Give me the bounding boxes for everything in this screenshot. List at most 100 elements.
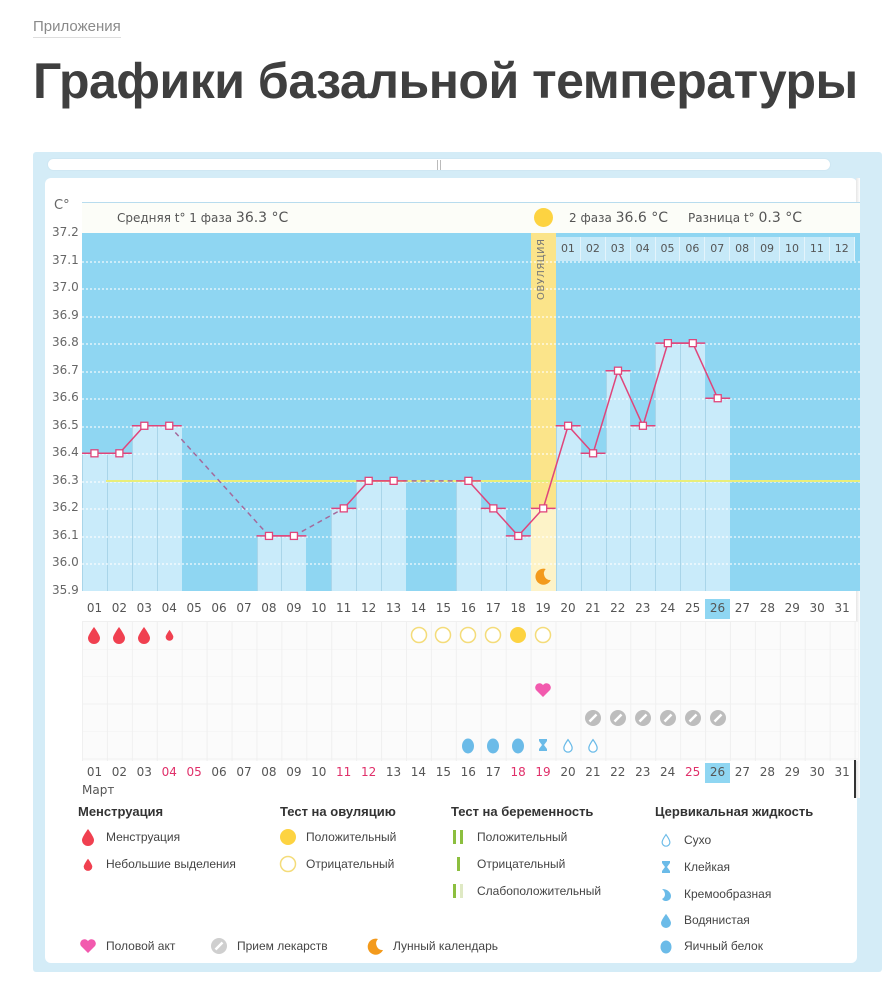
x-tick-day-18[interactable]: 18 [510,601,526,615]
x-tick-day-01[interactable]: 01 [86,765,103,779]
temperature-bar[interactable] [480,508,506,591]
scrollbar-grip-icon[interactable] [437,160,441,170]
x-tick-day-07[interactable]: 07 [236,601,252,615]
temperature-bar[interactable] [680,343,706,591]
x-tick-day-19[interactable]: 19 [535,601,551,615]
x-tick-day-24[interactable]: 24 [660,765,676,779]
x-tick-day-31[interactable]: 31 [834,765,850,779]
x-tick-day-21[interactable]: 21 [585,765,601,779]
x-tick-day-11[interactable]: 11 [336,601,352,615]
x-tick-day-23[interactable]: 23 [635,601,651,615]
x-tick-day-26[interactable]: 26 [705,763,730,783]
blood-drop-icon[interactable] [107,625,132,645]
x-tick-day-10[interactable]: 10 [311,765,327,779]
x-tick-day-04[interactable]: 04 [161,765,177,779]
blood-drop-icon[interactable] [82,625,107,645]
outline-drop-icon[interactable] [581,735,606,755]
x-tick-day-23[interactable]: 23 [635,765,651,779]
heart-icon[interactable] [531,680,556,700]
x-tick-day-25[interactable]: 25 [684,601,701,615]
temperature-bar[interactable] [705,398,731,591]
x-tick-day-27[interactable]: 27 [734,601,751,615]
outline-drop-icon[interactable] [556,735,581,755]
x-tick-day-03[interactable]: 03 [136,765,152,779]
x-tick-day-12[interactable]: 12 [360,765,377,779]
x-tick-day-24[interactable]: 24 [660,601,676,615]
x-tick-day-20[interactable]: 20 [560,765,576,779]
x-tick-day-08[interactable]: 08 [261,765,277,779]
x-tick-day-02[interactable]: 02 [111,765,128,779]
x-tick-day-06[interactable]: 06 [211,765,227,779]
x-tick-day-06[interactable]: 06 [211,601,227,615]
x-tick-day-12[interactable]: 12 [360,601,377,615]
x-tick-day-02[interactable]: 02 [111,601,128,615]
temperature-plot[interactable] [82,233,860,591]
x-tick-day-03[interactable]: 03 [136,601,152,615]
pill-icon[interactable] [680,708,705,728]
x-tick-day-11[interactable]: 11 [336,765,352,779]
x-tick-day-15[interactable]: 15 [435,765,451,779]
x-tick-day-09[interactable]: 09 [286,765,302,779]
empty-circle-icon[interactable] [531,625,556,645]
x-tick-day-13[interactable]: 13 [385,765,402,779]
x-tick-day-25[interactable]: 25 [684,765,701,779]
temperature-bar[interactable] [580,453,606,591]
temperature-bar[interactable] [655,343,681,591]
egg-icon[interactable] [481,735,506,755]
x-tick-day-15[interactable]: 15 [435,601,451,615]
moon-icon [365,937,385,955]
x-tick-day-30[interactable]: 30 [809,765,825,779]
pill-icon[interactable] [630,708,655,728]
egg-icon[interactable] [506,735,531,755]
x-tick-day-31[interactable]: 31 [834,601,850,615]
hourglass-icon[interactable] [531,735,556,755]
x-tick-day-05[interactable]: 05 [186,601,202,615]
x-tick-day-19[interactable]: 19 [535,765,551,779]
x-tick-day-26[interactable]: 26 [705,599,730,619]
x-tick-day-09[interactable]: 09 [286,601,302,615]
blood-drop-icon[interactable] [157,625,182,645]
x-tick-day-29[interactable]: 29 [784,765,800,779]
x-tick-day-21[interactable]: 21 [585,601,601,615]
x-tick-day-29[interactable]: 29 [784,601,800,615]
x-tick-day-30[interactable]: 30 [809,601,825,615]
x-tick-day-07[interactable]: 07 [236,765,252,779]
x-tick-day-27[interactable]: 27 [734,765,751,779]
pill-icon[interactable] [606,708,631,728]
x-tick-day-16[interactable]: 16 [460,601,476,615]
symptom-marks-grid[interactable] [82,621,858,761]
filled-circle-icon[interactable] [506,625,531,645]
x-tick-day-01[interactable]: 01 [86,601,103,615]
x-tick-day-08[interactable]: 08 [261,601,277,615]
x-tick-day-28[interactable]: 28 [759,765,775,779]
x-tick-day-14[interactable]: 14 [410,601,427,615]
empty-circle-icon[interactable] [406,625,431,645]
x-tick-day-04[interactable]: 04 [161,601,177,615]
egg-icon[interactable] [456,735,481,755]
empty-circle-icon[interactable] [481,625,506,645]
x-tick-day-22[interactable]: 22 [610,601,626,615]
empty-circle-icon[interactable] [456,625,481,645]
temperature-bar[interactable] [106,453,132,591]
x-tick-day-17[interactable]: 17 [485,765,501,779]
x-tick-day-14[interactable]: 14 [410,765,427,779]
x-tick-day-28[interactable]: 28 [759,601,775,615]
pill-icon[interactable] [655,708,680,728]
temperature-bar[interactable] [82,453,107,591]
pill-icon[interactable] [581,708,606,728]
x-tick-day-22[interactable]: 22 [610,765,626,779]
x-tick-day-17[interactable]: 17 [485,601,501,615]
x-tick-day-18[interactable]: 18 [510,765,526,779]
horizontal-scrollbar[interactable] [47,158,831,171]
temperature-bar[interactable] [331,508,357,591]
breadcrumb[interactable]: Приложения [33,18,121,38]
empty-circle-icon[interactable] [431,625,456,645]
x-tick-day-13[interactable]: 13 [385,601,402,615]
x-tick-day-05[interactable]: 05 [186,765,202,779]
blood-drop-icon[interactable] [132,625,157,645]
x-tick-day-10[interactable]: 10 [311,601,327,615]
x-tick-day-20[interactable]: 20 [560,601,576,615]
pill-icon[interactable] [705,708,730,728]
x-tick-day-16[interactable]: 16 [460,765,476,779]
legend-menstruation-title: Менструация [78,804,164,819]
